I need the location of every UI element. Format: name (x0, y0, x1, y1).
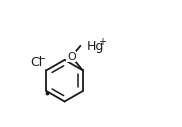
Text: Cl: Cl (31, 57, 43, 69)
Text: +: + (98, 37, 106, 47)
Text: Hg: Hg (87, 39, 104, 53)
Text: O: O (67, 52, 76, 62)
Text: −: − (38, 54, 46, 64)
